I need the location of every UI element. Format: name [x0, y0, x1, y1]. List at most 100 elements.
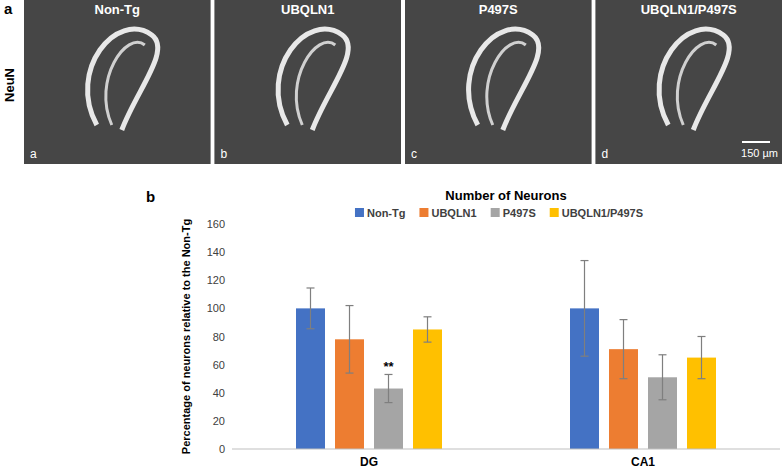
- error-cap: [581, 260, 589, 261]
- y-tick-label: 140: [207, 246, 225, 258]
- error-bar: [698, 337, 706, 379]
- y-tick-label: 120: [207, 274, 225, 286]
- y-tick-label: 20: [213, 415, 225, 427]
- cell-layer: [677, 42, 716, 125]
- error-bar: [659, 355, 667, 400]
- error-bar: [385, 374, 393, 402]
- stain-label: NeuN: [2, 68, 17, 102]
- error-bar: [307, 288, 315, 329]
- tick-mark: [229, 252, 232, 253]
- tick-mark: [229, 280, 232, 281]
- y-tick-label: 0: [219, 443, 225, 455]
- image-title: Non-Tg: [95, 2, 141, 17]
- cell-layer: [296, 42, 335, 125]
- panel-label: a: [4, 0, 13, 17]
- image-texture: [405, 0, 592, 164]
- image-title: P497S: [479, 2, 518, 17]
- bar: [413, 329, 442, 449]
- x-tick-label: CA1: [631, 455, 655, 469]
- error-cap: [307, 287, 315, 288]
- tick-mark: [229, 449, 232, 450]
- error-bar: [620, 320, 628, 379]
- error-cap: [698, 378, 706, 379]
- x-axis: [232, 449, 780, 450]
- tick-mark: [229, 420, 232, 421]
- y-tick-label: 60: [213, 359, 225, 371]
- micrograph: P497S c: [405, 0, 592, 164]
- error-stem: [623, 320, 624, 379]
- image-title: UBQLN1/P497S: [641, 2, 737, 17]
- legend-swatch: [491, 208, 500, 217]
- legend-label: Non-Tg: [367, 207, 405, 219]
- y-tick-label: 160: [207, 218, 225, 230]
- tick-mark: [229, 224, 232, 225]
- legend-label: P497S: [503, 207, 536, 219]
- image-letter: a: [30, 147, 37, 161]
- y-tick-label: 100: [207, 302, 225, 314]
- x-tick-label: DG: [360, 455, 378, 469]
- cell-layer: [469, 29, 539, 130]
- image-title: UBQLN1: [281, 2, 334, 17]
- micrograph: UBQLN1 b: [215, 0, 402, 164]
- error-cap: [385, 402, 393, 403]
- error-cap: [346, 372, 354, 373]
- image-texture: [596, 0, 783, 164]
- error-stem: [662, 355, 663, 400]
- bar: [296, 308, 325, 449]
- error-cap: [346, 305, 354, 306]
- error-bar: [424, 317, 432, 342]
- y-axis-label: Percentage of neurons relative to the No…: [180, 219, 192, 454]
- error-stem: [584, 261, 585, 357]
- error-bar: [346, 306, 354, 374]
- error-cap: [698, 336, 706, 337]
- scale-label: 150 µm: [741, 147, 778, 159]
- error-cap: [620, 319, 628, 320]
- legend-label: UBQLN1: [431, 207, 476, 219]
- error-stem: [310, 288, 311, 329]
- y-tick-label: 80: [213, 331, 225, 343]
- chart-title: Number of Neurons: [445, 188, 566, 203]
- error-bar: [581, 261, 589, 357]
- error-cap: [307, 328, 315, 329]
- cell-layer: [106, 42, 145, 125]
- error-cap: [581, 356, 589, 357]
- image-bg: [24, 0, 211, 164]
- tick-mark: [229, 336, 232, 337]
- image-texture: [24, 0, 211, 164]
- tick-mark: [229, 392, 232, 393]
- image-bg: [215, 0, 402, 164]
- legend-swatch: [419, 208, 428, 217]
- image-bg: [405, 0, 592, 164]
- legend-swatch: [355, 208, 364, 217]
- legend-swatch: [550, 208, 559, 217]
- tick-mark: [229, 308, 232, 309]
- scale-bar: [742, 141, 770, 143]
- error-stem: [388, 374, 389, 402]
- error-cap: [659, 399, 667, 400]
- legend-label: UBQLN1/P497S: [562, 207, 643, 219]
- cell-layer: [88, 29, 158, 130]
- y-tick-label: 40: [213, 387, 225, 399]
- error-stem: [427, 317, 428, 342]
- error-stem: [349, 306, 350, 374]
- error-cap: [424, 342, 432, 343]
- micrograph: Non-Tg a: [24, 0, 211, 164]
- tick-mark: [229, 364, 232, 365]
- figure: a NeuN Non-Tg a UBQLN1 b P497S c UBQLN1/P497S d 15…: [0, 0, 784, 473]
- annotation: **: [383, 359, 394, 374]
- image-letter: b: [221, 147, 228, 161]
- cell-layer: [659, 29, 729, 130]
- plot-area: [296, 261, 716, 449]
- micrograph: UBQLN1/P497S d: [596, 0, 783, 164]
- error-cap: [424, 316, 432, 317]
- cell-layer: [487, 42, 526, 125]
- image-bg: [596, 0, 783, 164]
- image-texture: [215, 0, 402, 164]
- error-stem: [701, 337, 702, 379]
- legend: Non-Tg UBQLN1 P497S UBQLN1/P497S: [355, 207, 643, 219]
- image-letter: c: [411, 147, 417, 161]
- image-letter: d: [602, 147, 609, 161]
- error-cap: [659, 354, 667, 355]
- panel-label: b: [146, 188, 155, 205]
- error-cap: [620, 378, 628, 379]
